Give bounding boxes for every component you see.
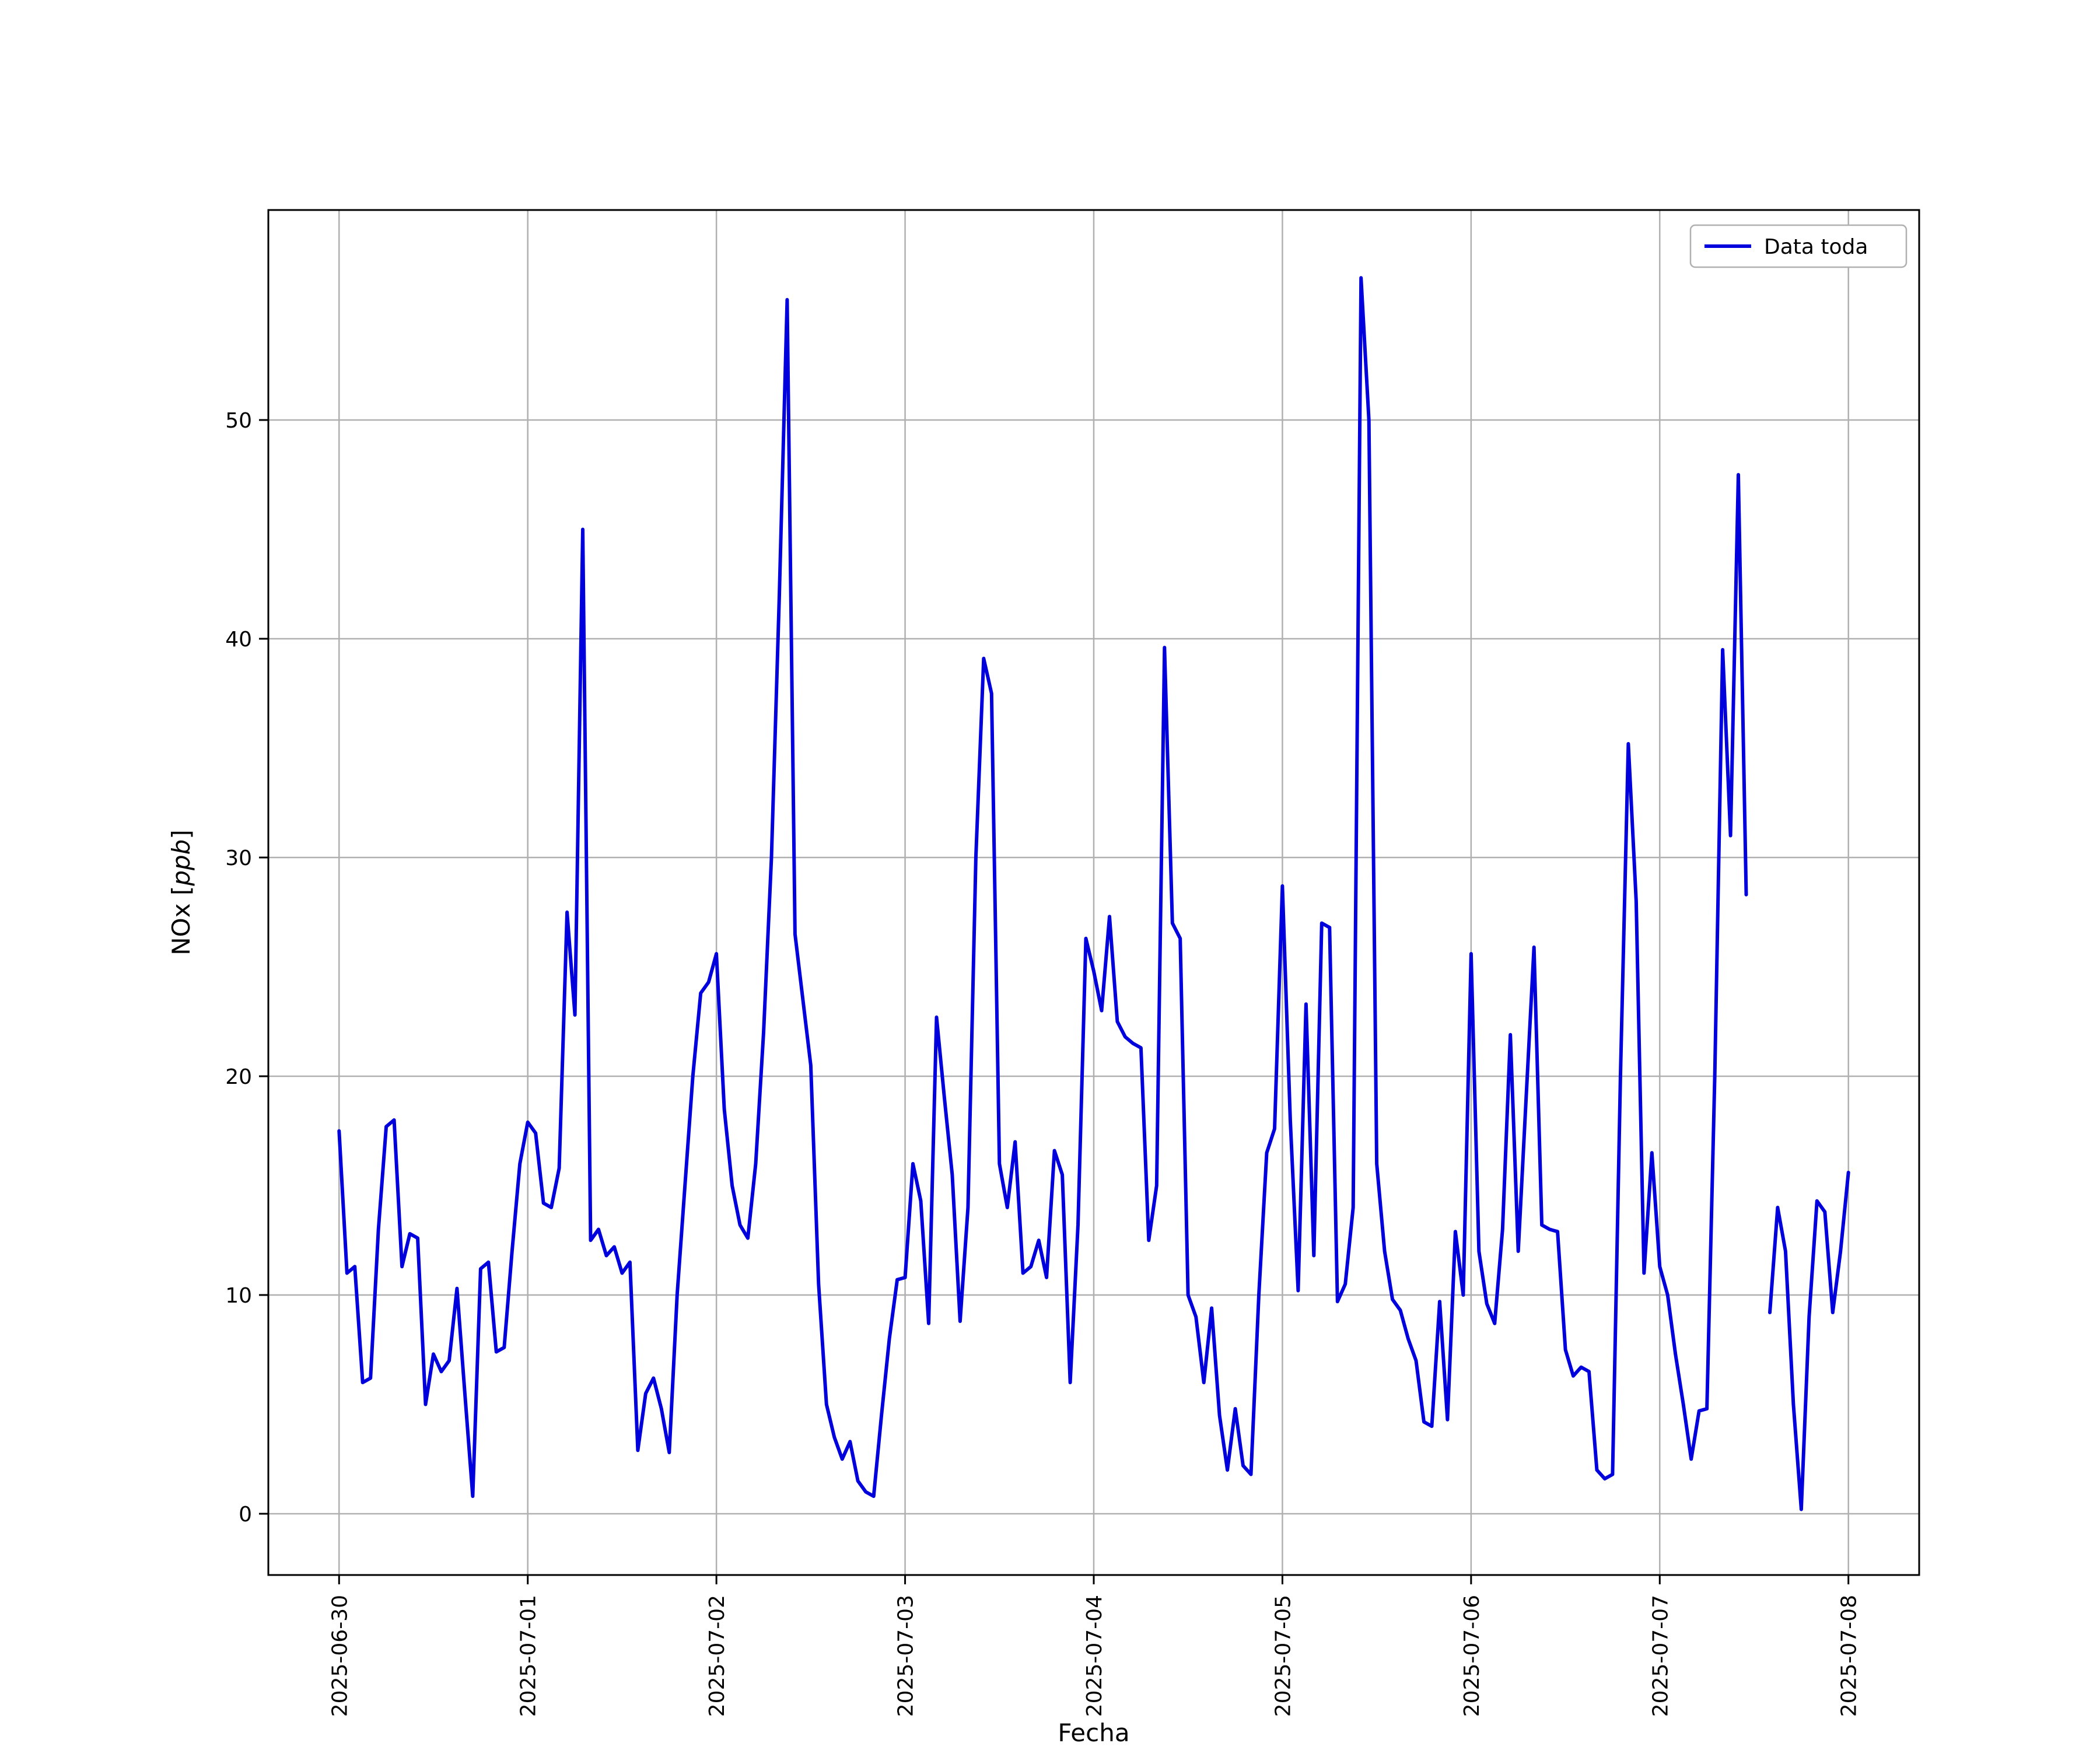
legend: Data toda bbox=[1689, 224, 1908, 268]
x-tick-label: 2025-06-30 bbox=[328, 1595, 352, 1717]
y-tick-label: 10 bbox=[225, 1284, 252, 1308]
x-tick-label: 2025-07-08 bbox=[1838, 1595, 1861, 1717]
x-tick-label: 2025-07-03 bbox=[894, 1595, 918, 1717]
x-tick-label: 2025-07-06 bbox=[1460, 1595, 1484, 1717]
legend-box bbox=[1689, 224, 1908, 268]
legend-label: Data toda bbox=[1764, 235, 1868, 259]
x-tick-label: 2025-07-05 bbox=[1271, 1595, 1295, 1717]
y-tick-label: 20 bbox=[225, 1065, 252, 1089]
x-tick-label: 2025-07-04 bbox=[1083, 1595, 1107, 1717]
x-tick-label: 2025-07-02 bbox=[705, 1595, 729, 1717]
y-tick-label: 30 bbox=[225, 846, 252, 870]
y-axis-label: NOx [ppb] bbox=[167, 830, 195, 955]
y-tick-label: 0 bbox=[239, 1503, 252, 1527]
x-tick-label: 2025-07-07 bbox=[1648, 1595, 1672, 1717]
y-tick-label: 50 bbox=[225, 409, 252, 433]
series-line-data-toda bbox=[337, 276, 1850, 1511]
y-tick-label: 40 bbox=[225, 628, 252, 652]
x-tick-label: 2025-07-01 bbox=[517, 1595, 541, 1717]
x-axis-label: Fecha bbox=[1058, 1718, 1129, 1747]
